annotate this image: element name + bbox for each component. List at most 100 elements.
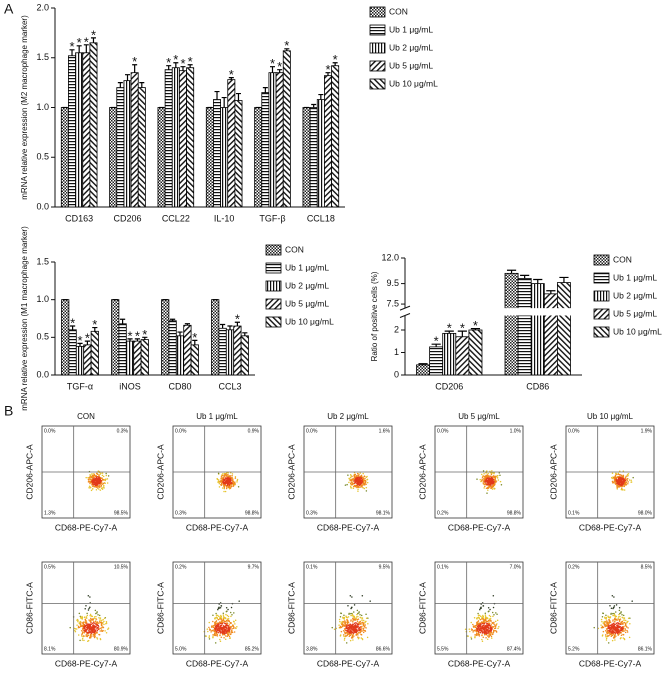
event-dot <box>490 637 493 639</box>
event-dot <box>105 621 108 623</box>
event-dot <box>622 626 625 628</box>
significance-mark: * <box>277 59 282 74</box>
event-dot <box>232 481 235 483</box>
event-dot <box>98 488 100 490</box>
event-dot <box>601 616 604 618</box>
event-dot <box>487 635 489 637</box>
quadrant-label: 0.1% <box>568 510 580 516</box>
event-dot <box>623 622 625 624</box>
event-dot <box>215 614 218 617</box>
event-dot <box>479 478 481 481</box>
event-dot <box>340 622 343 624</box>
event-dot <box>95 477 98 480</box>
significance-mark: * <box>325 62 330 77</box>
event-dot <box>352 623 354 626</box>
event-dot <box>359 627 361 629</box>
event-dot <box>612 612 614 615</box>
event-dot <box>474 634 476 636</box>
event-dot <box>627 482 629 485</box>
event-dot <box>234 481 236 483</box>
flow-plot: 0.0% 0.3% 1.3% 98.5% <box>41 425 131 519</box>
event-dot <box>485 618 487 620</box>
quadrant-label: 0.3% <box>117 428 129 434</box>
event-dot <box>226 614 229 617</box>
bar <box>111 299 120 376</box>
event-dot <box>85 621 88 624</box>
event-dot <box>619 622 621 624</box>
event-dot <box>494 626 497 628</box>
error-bar <box>220 323 226 329</box>
event-dot <box>484 478 486 480</box>
event-dot <box>486 487 488 490</box>
event-dot <box>344 623 347 626</box>
event-dot <box>105 472 107 475</box>
event-dot <box>224 490 227 493</box>
event-dot <box>618 607 621 609</box>
x-tick-label: IL-10 <box>214 213 235 223</box>
event-dot <box>617 623 620 625</box>
event-dot <box>618 609 621 612</box>
event-dot <box>614 639 616 641</box>
event-dot <box>79 620 82 623</box>
event-dot <box>206 628 209 630</box>
event-dot <box>613 634 616 637</box>
event-dot <box>78 626 81 629</box>
event-dot <box>94 635 96 638</box>
event-dot <box>87 478 90 481</box>
event-dot <box>227 617 230 620</box>
event-dot <box>234 619 237 621</box>
y-tick-label: 7.5 <box>386 298 399 308</box>
event-dot <box>478 629 481 632</box>
event-dot <box>228 635 231 638</box>
bar <box>517 278 532 376</box>
event-dot <box>222 481 224 484</box>
flow-plot: 0.0% 0.9% 0.3% 98.8% <box>172 425 262 519</box>
event-dot <box>90 619 92 621</box>
event-dot <box>605 639 608 641</box>
significance-mark: * <box>77 35 82 50</box>
event-dot <box>352 619 354 621</box>
event-dot <box>492 633 494 635</box>
event-dot <box>87 609 90 611</box>
event-dot <box>343 622 345 624</box>
event-dot <box>352 483 354 485</box>
event-dot <box>350 479 353 481</box>
event-dot <box>483 478 485 480</box>
event-dot <box>348 630 351 632</box>
bar <box>268 72 277 208</box>
error-bar <box>142 336 148 340</box>
y-tick-label: 0.5 <box>36 332 49 342</box>
event-dot <box>219 625 222 627</box>
legend-swatch <box>265 280 282 292</box>
event-dot <box>98 486 101 488</box>
event-dot <box>229 478 232 481</box>
y-tick-label: 1.5 <box>36 256 49 266</box>
event-dot <box>494 629 496 632</box>
event-dot <box>105 632 108 634</box>
event-dot <box>614 611 617 613</box>
event-dot <box>82 623 85 626</box>
event-dot <box>225 607 228 609</box>
event-dot <box>212 620 214 623</box>
error-bar <box>70 325 76 330</box>
event-dot <box>482 470 485 472</box>
event-dot <box>480 621 483 623</box>
event-dot <box>234 476 237 478</box>
event-dot <box>222 631 225 634</box>
event-dot <box>100 480 102 482</box>
event-dot <box>487 610 490 613</box>
event-dot <box>484 480 486 482</box>
event-dot <box>225 486 228 488</box>
bar <box>504 272 519 376</box>
quadrant-label: 0.0% <box>44 428 56 434</box>
event-dot <box>360 614 363 617</box>
event-dot <box>485 479 488 481</box>
error-bar <box>234 321 240 327</box>
event-dot <box>484 631 487 634</box>
event-dot <box>493 475 495 477</box>
event-dot <box>474 636 476 639</box>
event-dot <box>219 634 221 637</box>
event-dot <box>220 626 223 629</box>
plot-title: CON <box>77 412 95 421</box>
event-dot <box>226 635 229 638</box>
